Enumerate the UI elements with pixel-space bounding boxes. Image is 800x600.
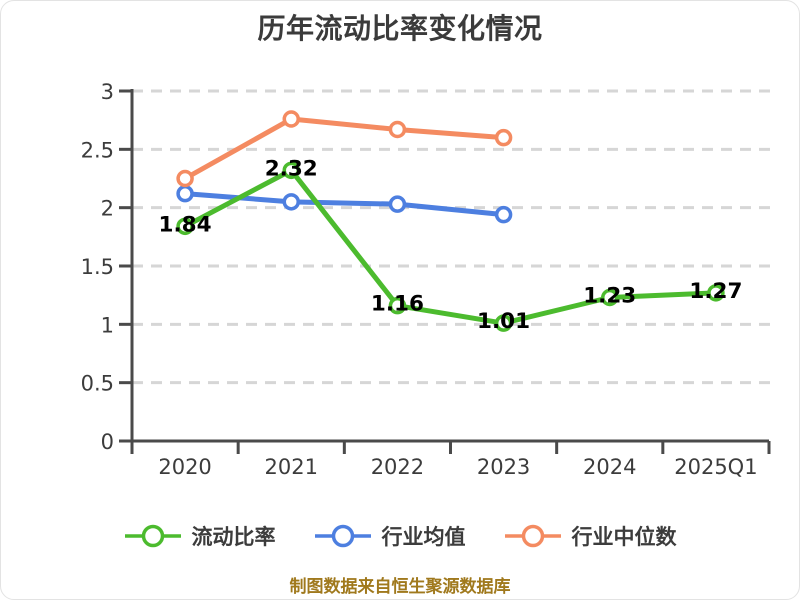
data-point [176, 169, 194, 188]
x-tick-label: 2020 [158, 455, 211, 479]
legend-item-current-ratio[interactable]: 流动比率 [124, 521, 276, 551]
data-label: 1.84 [159, 212, 212, 237]
data-point [282, 161, 300, 180]
x-tick-label: 2021 [265, 455, 318, 479]
blue-line-marker-icon [314, 524, 371, 548]
x-tick-label: 2023 [477, 455, 530, 479]
y-tick-label: 0 [101, 430, 114, 454]
green-line-marker-icon [124, 524, 181, 548]
legend-item-industry-average[interactable]: 行业均值 [314, 521, 466, 551]
data-label: 1.23 [583, 284, 636, 309]
y-tick-label: 2 [101, 197, 114, 221]
series-line-0 [182, 167, 719, 326]
data-point [176, 217, 194, 236]
y-tick-label: 0.5 [81, 372, 114, 396]
data-point [601, 288, 619, 307]
data-point [282, 193, 300, 211]
y-tick-label: 1.5 [81, 255, 114, 279]
data-point [494, 128, 513, 147]
y-tick-label: 3 [101, 80, 114, 104]
data-point [388, 120, 407, 139]
data-label: 2.32 [265, 156, 318, 181]
data-point [388, 195, 407, 213]
data-label: 1.27 [689, 279, 742, 304]
data-point [388, 296, 407, 315]
legend-label-current-ratio: 流动比率 [191, 525, 276, 549]
data-label: 1.16 [371, 292, 424, 317]
y-tick-label: 2.5 [81, 138, 114, 162]
orange-line-marker-icon [504, 524, 561, 548]
data-point [707, 284, 725, 302]
chart-legend: 流动比率 行业均值 行业中位数 [1, 521, 799, 551]
data-label: 1.01 [477, 309, 530, 334]
x-tick-label: 2022 [371, 455, 424, 479]
legend-item-industry-median[interactable]: 行业中位数 [504, 521, 677, 551]
legend-label-industry-average: 行业均值 [381, 525, 466, 549]
data-point [494, 205, 513, 224]
series-line-1 [182, 191, 507, 218]
data-point [494, 314, 513, 332]
data-point [176, 184, 194, 203]
data-point [282, 110, 300, 128]
legend-label-industry-median: 行业中位数 [571, 525, 677, 549]
x-tick-label: 2025Q1 [674, 455, 757, 479]
y-tick-label: 1 [101, 313, 114, 337]
data-source-note: 制图数据来自恒生聚源数据库 [289, 577, 511, 597]
x-tick-label: 2024 [583, 455, 636, 479]
series-line-2 [182, 116, 507, 181]
chart-title: 历年流动比率变化情况 [257, 12, 543, 45]
